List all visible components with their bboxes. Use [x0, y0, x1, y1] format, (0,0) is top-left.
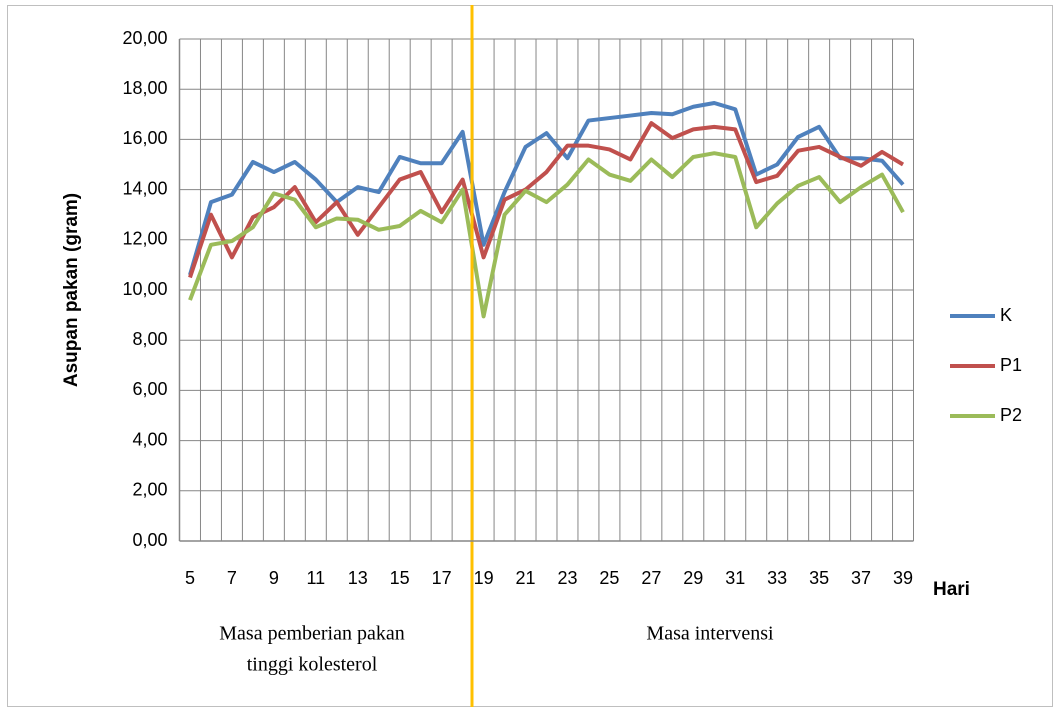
- y-tick-label: 14,00: [122, 178, 167, 198]
- x-tick-label: 9: [269, 568, 279, 588]
- x-tick-label: 25: [599, 568, 619, 588]
- x-tick-label: 19: [474, 568, 494, 588]
- line-series: [188, 121, 905, 279]
- y-tick-label: 20,00: [122, 28, 167, 48]
- x-tick-label: 13: [348, 568, 368, 588]
- plot: [188, 101, 905, 319]
- annotation: Masa pemberian pakan: [219, 623, 404, 645]
- x-tick-label: 35: [809, 568, 829, 588]
- x-tick-label: 31: [725, 568, 745, 588]
- x-tick-label: 23: [557, 568, 577, 588]
- annotation: Masa intervensi: [646, 623, 774, 645]
- y-axis-title: Asupan pakan (gram): [61, 193, 82, 387]
- x-tick-label: 7: [227, 568, 237, 588]
- x-tick-label: 15: [390, 568, 410, 588]
- y-tick-label: 0,00: [132, 530, 167, 550]
- y-tick-label: 12,00: [122, 229, 167, 249]
- y-tick-label: 18,00: [122, 78, 167, 98]
- y-tick-label: 4,00: [132, 429, 167, 449]
- x-tick-label: 39: [893, 568, 913, 588]
- x-tick-label: 17: [432, 568, 452, 588]
- line-series: [188, 151, 905, 319]
- chart-border: [7, 5, 1053, 707]
- x-tick-label: 33: [767, 568, 787, 588]
- x-axis-title: Hari: [933, 579, 970, 600]
- line-series: [188, 101, 905, 276]
- y-tick-label: 2,00: [132, 480, 167, 500]
- annotation: tinggi kolesterol: [247, 654, 378, 676]
- y-tick-label: 6,00: [132, 379, 167, 399]
- legend-label: K: [1000, 305, 1012, 325]
- x-tick-label: 27: [641, 568, 661, 588]
- y-tick-label: 16,00: [122, 128, 167, 148]
- legend-label: P1: [1000, 355, 1022, 375]
- y-tick-label: 10,00: [122, 279, 167, 299]
- x-tick-label: 5: [185, 568, 195, 588]
- y-tick-label: 8,00: [132, 329, 167, 349]
- x-tick-label: 11: [306, 568, 325, 588]
- x-tick-label: 21: [516, 568, 536, 588]
- x-tick-label: 29: [683, 568, 703, 588]
- legend-label: P2: [1000, 405, 1022, 425]
- grid: [179, 38, 914, 542]
- x-tick-label: 37: [851, 568, 871, 588]
